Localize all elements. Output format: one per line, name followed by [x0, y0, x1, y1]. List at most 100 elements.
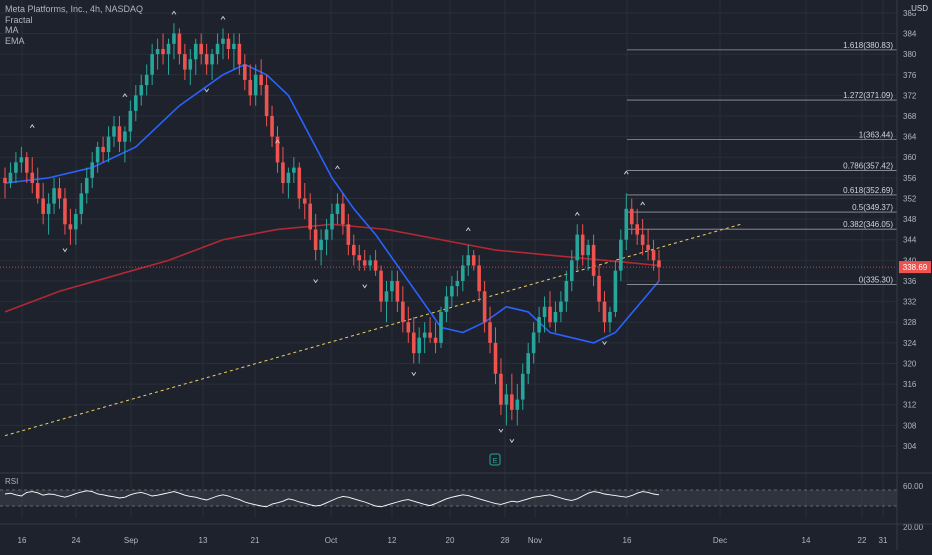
fib-level-label: 0(335.30)	[859, 276, 894, 285]
candle-body	[401, 301, 405, 323]
trendline	[4, 223, 741, 437]
y-tick-label: 344	[903, 236, 917, 245]
fib-level-label: 0.5(349.37)	[852, 203, 893, 212]
ma-line	[4, 63, 660, 344]
candle-body	[172, 33, 176, 44]
candle-body	[204, 54, 209, 65]
candle-body	[597, 275, 601, 302]
candle-body	[112, 126, 116, 137]
fib-level-label: 0.786(357.42)	[843, 162, 893, 171]
candle-body	[640, 234, 645, 245]
candle-body	[41, 198, 45, 214]
candle-body	[357, 255, 362, 261]
candle-body	[422, 332, 427, 338]
y-tick-label: 348	[903, 215, 917, 224]
candle-body	[286, 172, 291, 184]
x-tick-label: 14	[802, 536, 811, 545]
candle-body	[455, 280, 460, 287]
y-tick-label: 372	[903, 91, 917, 100]
fib-level-label: 0.618(352.69)	[843, 186, 893, 195]
candle-body	[319, 239, 323, 251]
current-price-tag	[899, 261, 931, 274]
candle-body	[35, 183, 40, 199]
candle-body	[520, 373, 525, 400]
candle-body	[379, 270, 383, 302]
candle-body	[63, 198, 67, 225]
indicator-ema[interactable]: EMA	[5, 35, 25, 46]
candle-body	[450, 286, 454, 297]
candle-body	[199, 43, 203, 55]
y-tick-label: 364	[903, 133, 917, 142]
candle-body	[341, 203, 345, 225]
candle-body	[275, 136, 280, 163]
fib-level-label: 1.272(371.09)	[843, 91, 893, 100]
x-tick-label: 24	[72, 536, 81, 545]
indicator-ma[interactable]: MA	[5, 25, 19, 35]
candle-body	[106, 136, 111, 153]
candle-body	[144, 74, 149, 86]
candle-body	[570, 260, 574, 281]
candle-body	[128, 110, 133, 132]
candle-body	[248, 79, 253, 96]
candle-body	[510, 394, 514, 410]
chart-legend: Meta Platforms, Inc., 4h, NASDAQ Fractal…	[5, 4, 143, 46]
candle-body	[90, 162, 94, 178]
rsi-line	[4, 490, 660, 508]
candle-body	[384, 291, 389, 302]
candle-body	[166, 43, 171, 55]
candle-body	[8, 172, 13, 184]
candle-body	[57, 188, 62, 199]
y-tick-label: 360	[903, 153, 917, 162]
candle-body	[150, 54, 154, 75]
candle-body	[368, 260, 372, 266]
x-tick-label: 31	[879, 536, 888, 545]
candle-body	[504, 394, 509, 405]
fractal-up-icon	[171, 10, 177, 15]
candle-body	[134, 95, 138, 111]
fractal-up-icon	[465, 227, 471, 232]
candle-body	[499, 373, 503, 405]
candle-body	[488, 322, 492, 343]
fractal-up-icon	[335, 165, 340, 170]
y-tick-label: 352	[903, 194, 917, 203]
candle-body	[324, 229, 329, 240]
x-tick-label: 28	[501, 536, 510, 545]
candle-body	[439, 311, 443, 343]
rsi-tick-label: 60.00	[903, 482, 924, 491]
earnings-marker-icon: E	[489, 453, 501, 466]
candle-body	[433, 337, 438, 343]
candle-body	[461, 265, 465, 281]
candle-body	[362, 260, 367, 266]
candle-body	[646, 244, 650, 251]
candle-body	[564, 280, 569, 302]
candle-body	[526, 353, 530, 374]
y-tick-label: 376	[903, 71, 917, 80]
candle-body	[542, 306, 547, 318]
candle-body	[619, 239, 623, 271]
candle-body	[237, 43, 242, 65]
candle-body	[155, 48, 160, 55]
currency-label[interactable]: USD	[911, 4, 928, 13]
candle-body	[580, 234, 585, 256]
candle-body	[537, 317, 541, 333]
candle-body	[624, 208, 629, 240]
indicator-fractal[interactable]: Fractal	[5, 14, 33, 25]
candle-body	[395, 280, 400, 302]
candle-body	[79, 193, 84, 214]
candle-body	[515, 399, 520, 410]
fractal-down-icon	[498, 428, 504, 433]
candle-body	[335, 203, 340, 214]
x-tick-label: Dec	[713, 536, 727, 545]
x-tick-label: Sep	[124, 536, 139, 545]
candle-body	[553, 311, 558, 323]
candle-body	[270, 116, 274, 137]
candle-body	[613, 270, 618, 312]
candle-body	[417, 337, 421, 354]
candle-body	[608, 311, 612, 323]
candle-body	[46, 203, 51, 214]
y-tick-label: 312	[903, 401, 917, 410]
candle-body	[302, 198, 307, 204]
candle-body	[292, 167, 296, 173]
